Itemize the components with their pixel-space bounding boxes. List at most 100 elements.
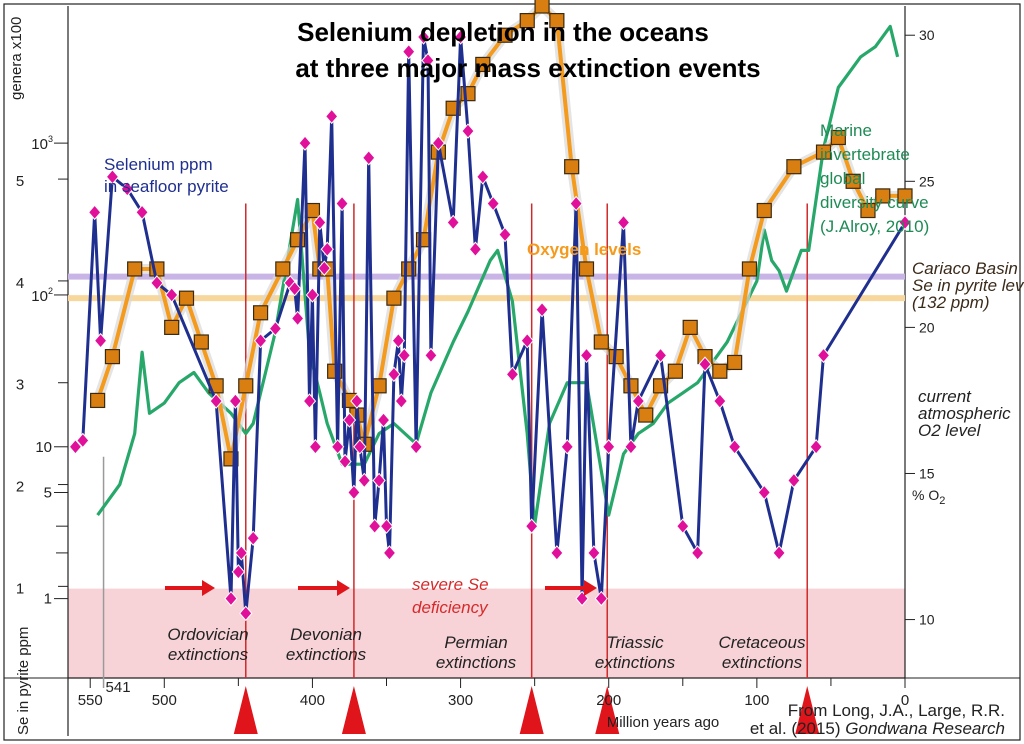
oxygen-data-point bbox=[845, 173, 861, 189]
extinction-triangle-marker bbox=[341, 686, 366, 734]
o2-tick-label: 25 bbox=[919, 173, 935, 189]
selenium-data-point bbox=[317, 260, 331, 276]
genera-tick-label: 1 bbox=[16, 580, 24, 597]
selenium-data-point bbox=[165, 287, 179, 303]
extinction-label: extinctions bbox=[436, 653, 517, 672]
current-o2-label: O2 level bbox=[918, 421, 982, 440]
selenium-data-point bbox=[416, 29, 431, 45]
oxygen-data-point bbox=[667, 363, 683, 379]
selenium-data-point bbox=[362, 150, 376, 166]
oxygen-data-point bbox=[875, 188, 891, 204]
selenium-data-point bbox=[342, 412, 357, 428]
selenium-data-point bbox=[587, 545, 601, 561]
oxygen-data-point bbox=[741, 261, 758, 277]
selenium-data-point bbox=[372, 472, 386, 489]
o2-axis-title: % O2 bbox=[912, 487, 945, 507]
selenium-data-point bbox=[453, 29, 468, 45]
selenium-data-point bbox=[486, 195, 500, 212]
selenium-data-point bbox=[468, 241, 483, 258]
selenium-data-point bbox=[535, 301, 549, 318]
selenium-data-point bbox=[787, 472, 801, 489]
o2-tick-label: 20 bbox=[919, 319, 935, 335]
selenium-data-point bbox=[409, 439, 423, 455]
selenium-data-point bbox=[579, 347, 594, 364]
selenium-data-point bbox=[268, 320, 283, 337]
oxygen-data-point bbox=[475, 56, 491, 73]
oxygen-data-point bbox=[564, 159, 580, 175]
oxygen-data-point bbox=[727, 354, 743, 371]
selenium-data-point bbox=[424, 347, 438, 364]
selenium-tick-label: 5 bbox=[44, 484, 52, 501]
selenium-data-point bbox=[653, 347, 668, 364]
selenium-data-point bbox=[698, 356, 712, 372]
selenium-data-point bbox=[298, 135, 312, 151]
outer-frame bbox=[3, 3, 1021, 741]
selenium-data-point bbox=[88, 204, 102, 221]
deficiency-arrow-head bbox=[202, 580, 215, 596]
selenium-data-point bbox=[397, 347, 411, 364]
selenium-data-point bbox=[231, 564, 246, 580]
oxygen-data-point bbox=[460, 86, 476, 102]
genera-tick-label: 3 bbox=[16, 377, 24, 394]
selenium-data-point bbox=[505, 366, 520, 383]
extinction-triangle-marker bbox=[795, 686, 820, 734]
o2-tick-label: 15 bbox=[919, 465, 935, 481]
selenium-tick-label: 102 bbox=[31, 286, 53, 305]
diversity-series-label: invertebrate bbox=[820, 145, 910, 164]
selenium-data-point bbox=[234, 545, 248, 561]
oxygen-data-point bbox=[90, 392, 106, 409]
selenium-data-point bbox=[520, 332, 534, 349]
selenium-data-point bbox=[391, 332, 406, 349]
selenium-data-point bbox=[209, 393, 223, 409]
chart-title-line2: at three major mass extinction events bbox=[295, 53, 760, 83]
selenium-data-point bbox=[287, 280, 302, 297]
selenium-data-point bbox=[347, 484, 361, 501]
x-tick-label: 400 bbox=[300, 692, 325, 709]
extinction-label: extinctions bbox=[286, 645, 367, 664]
oxygen-data-point bbox=[238, 378, 254, 394]
selenium-data-point bbox=[757, 484, 771, 501]
current-o2-label: atmospheric bbox=[918, 404, 1011, 423]
selenium-data-point bbox=[713, 393, 727, 409]
selenium-data-point bbox=[379, 518, 394, 534]
deficiency-label: deficiency bbox=[412, 598, 489, 617]
oxygen-data-point bbox=[712, 363, 728, 379]
deficiency-band bbox=[68, 588, 905, 678]
oxygen-data-point bbox=[193, 334, 209, 350]
x-tick-label: 300 bbox=[448, 692, 473, 709]
x-tick-label: 200 bbox=[596, 692, 621, 709]
o2-tick-label: 10 bbox=[919, 612, 935, 628]
oxygen-data-point bbox=[275, 261, 291, 277]
oxygen-data-point bbox=[104, 349, 121, 365]
oxygen-data-point bbox=[897, 188, 913, 204]
oxygen-data-point bbox=[623, 378, 639, 394]
selenium-data-point bbox=[305, 287, 320, 303]
selenium-data-point bbox=[228, 393, 243, 409]
selenium-data-point bbox=[302, 393, 317, 409]
current-o2-label: current bbox=[918, 387, 972, 406]
selenium-data-point bbox=[353, 439, 367, 455]
selenium-data-point bbox=[350, 393, 364, 409]
deficiency-arrow-head bbox=[584, 580, 597, 596]
extinction-label: Cretaceous bbox=[719, 633, 806, 652]
selenium-data-point bbox=[338, 453, 352, 470]
selenium-data-point bbox=[330, 439, 345, 455]
oxygen-data-point bbox=[578, 261, 595, 277]
oxygen-data-point bbox=[638, 407, 654, 423]
source-line2: et al. (2015) Gondwana Research bbox=[750, 719, 1005, 738]
selenium-data-point bbox=[898, 214, 912, 231]
selenium-data-point bbox=[616, 214, 631, 231]
selenium-data-point bbox=[308, 439, 323, 455]
genera-tick-label: 5 bbox=[16, 173, 24, 190]
selenium-axis-title: Se in pyrite ppm bbox=[15, 627, 32, 735]
selenium-data-point bbox=[498, 226, 512, 243]
selenium-data-point bbox=[525, 518, 539, 534]
oxygen-data-point bbox=[178, 290, 195, 306]
extinction-label: Ordovician bbox=[167, 625, 248, 644]
diversity-series-label: global bbox=[820, 169, 865, 188]
selenium-data-point bbox=[594, 590, 608, 607]
oxygen-series-label: Oxygen levels bbox=[527, 240, 641, 259]
selenium-data-point bbox=[76, 432, 90, 449]
selenium-data-point bbox=[431, 135, 446, 151]
